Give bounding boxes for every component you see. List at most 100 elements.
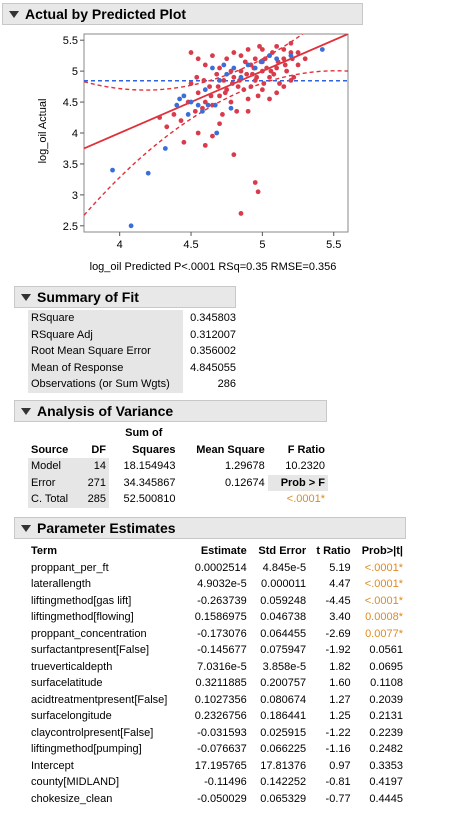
anova-ms: 1.29678 xyxy=(224,460,265,473)
fit-line xyxy=(84,34,348,150)
blue-data-point xyxy=(177,96,183,102)
disclosure-triangle-icon[interactable] xyxy=(9,10,19,18)
red-data-point xyxy=(181,139,187,145)
red-data-point xyxy=(217,93,222,99)
blue-data-point xyxy=(128,223,134,229)
red-data-point xyxy=(201,78,207,83)
param-prob: <.0001* xyxy=(364,594,403,607)
param-t-ratio: 5.19 xyxy=(329,561,351,574)
param-estimate: -0.031593 xyxy=(197,726,247,739)
red-data-point xyxy=(202,62,208,68)
red-data-point xyxy=(178,118,184,124)
param-prob: 0.0695 xyxy=(369,660,403,673)
red-data-point xyxy=(238,211,244,216)
param-prob: 0.0561 xyxy=(369,644,403,657)
summary-value: 0.356002 xyxy=(190,345,236,358)
param-t-ratio: -0.81 xyxy=(325,776,351,789)
param-estimate: -0.263739 xyxy=(197,594,247,607)
red-data-point xyxy=(267,96,272,102)
red-data-point xyxy=(248,84,254,89)
red-data-point xyxy=(222,90,228,96)
param-prob: 0.0008* xyxy=(365,611,403,624)
plot-title: Actual by Predicted Plot xyxy=(25,6,187,22)
red-data-point xyxy=(281,47,287,52)
y-tick-label: 4 xyxy=(72,128,78,140)
anova-source: Model xyxy=(28,458,80,475)
anova-ms: 0.12674 xyxy=(224,476,265,489)
red-data-point xyxy=(242,59,248,65)
red-data-point xyxy=(249,71,255,77)
red-data-point xyxy=(259,87,265,93)
red-data-point xyxy=(164,124,170,130)
param-t-ratio: -1.22 xyxy=(325,726,351,739)
param-t-ratio: 0.97 xyxy=(329,759,351,772)
red-data-point xyxy=(245,47,251,52)
anova-df: 285 xyxy=(79,491,110,508)
anova-f: Prob > F xyxy=(267,474,328,491)
param-estimate: -0.11496 xyxy=(204,776,247,789)
anova-col-f-ratio: F Ratio xyxy=(287,443,325,456)
anova-f: 10.2320 xyxy=(285,460,325,473)
summary-outline-header[interactable]: Summary of Fit xyxy=(14,286,236,308)
param-stderr: 0.080674 xyxy=(260,693,307,706)
blue-data-point xyxy=(224,71,230,77)
summary-title: Summary of Fit xyxy=(37,289,139,305)
red-data-point xyxy=(295,50,301,55)
anova-source: Error xyxy=(28,474,80,491)
x-tick-label: 4 xyxy=(117,239,123,251)
anova-col-source: Source xyxy=(31,443,69,456)
red-data-point xyxy=(274,90,280,96)
summary-value: 286 xyxy=(217,378,236,391)
plot-outline-header[interactable]: Actual by Predicted Plot xyxy=(2,3,363,25)
disclosure-triangle-icon[interactable] xyxy=(21,293,31,301)
param-prob: 0.2039 xyxy=(369,693,403,706)
y-tick-label: 5.5 xyxy=(63,35,78,47)
param-estimate: 0.1586975 xyxy=(194,611,247,624)
red-data-point xyxy=(259,47,265,52)
params-col-t-ratio: t Ratio xyxy=(316,545,351,558)
red-data-point xyxy=(202,142,208,148)
param-stderr: 3.858e-5 xyxy=(262,660,307,673)
param-stderr: 0.059248 xyxy=(260,594,307,607)
disclosure-triangle-icon[interactable] xyxy=(21,407,31,415)
x-axis-label: log_oil Predicted P<.0001 RSq=0.35 RMSE=… xyxy=(90,261,337,273)
red-data-point xyxy=(268,68,274,74)
table-row: liftingmethod[gas lift] -0.263739 0.059248… xyxy=(28,593,406,610)
red-data-point xyxy=(281,56,287,62)
blue-data-point xyxy=(259,59,265,65)
params-col-term: Term xyxy=(31,545,58,558)
anova-col-df: DF xyxy=(91,443,107,456)
param-estimate: 0.0002514 xyxy=(194,561,247,574)
param-stderr: 0.065329 xyxy=(260,792,307,805)
red-data-point xyxy=(267,74,272,80)
y-tick-label: 3.5 xyxy=(63,159,78,171)
disclosure-triangle-icon[interactable] xyxy=(21,524,31,532)
params-title: Parameter Estimates xyxy=(37,520,176,536)
param-prob: 0.2131 xyxy=(369,710,403,723)
x-tick-label: 4.5 xyxy=(183,239,198,251)
red-data-point xyxy=(192,108,198,114)
red-data-point xyxy=(288,78,294,83)
param-t-ratio: 4.47 xyxy=(329,578,351,591)
confidence-curve-lower xyxy=(84,70,348,216)
anova-f: <.0001* xyxy=(286,493,325,506)
anova-df: 14 xyxy=(79,458,110,475)
anova-outline-header[interactable]: Analysis of Variance xyxy=(14,400,327,422)
summary-label: Observations (or Sum Wgts) xyxy=(28,376,184,393)
table-row: Error 271 34.345867 0.12674 Prob > F xyxy=(28,474,328,491)
red-data-point xyxy=(195,56,201,62)
red-data-point xyxy=(284,68,290,74)
param-estimate: -0.050029 xyxy=(197,792,247,805)
red-data-point xyxy=(291,74,297,80)
red-data-point xyxy=(214,71,220,77)
red-data-point xyxy=(255,93,261,99)
param-prob: 0.2482 xyxy=(369,743,403,756)
param-estimate: 17.195765 xyxy=(194,759,247,772)
blue-data-point xyxy=(110,167,115,173)
param-term: county[MIDLAND] xyxy=(31,776,120,789)
red-data-point xyxy=(217,121,222,127)
params-col-prob: Prob>|t| xyxy=(361,545,403,558)
table-row: RSquare 0.345803 xyxy=(28,310,239,327)
param-t-ratio: 1.60 xyxy=(329,677,351,690)
params-outline-header[interactable]: Parameter Estimates xyxy=(14,517,406,539)
